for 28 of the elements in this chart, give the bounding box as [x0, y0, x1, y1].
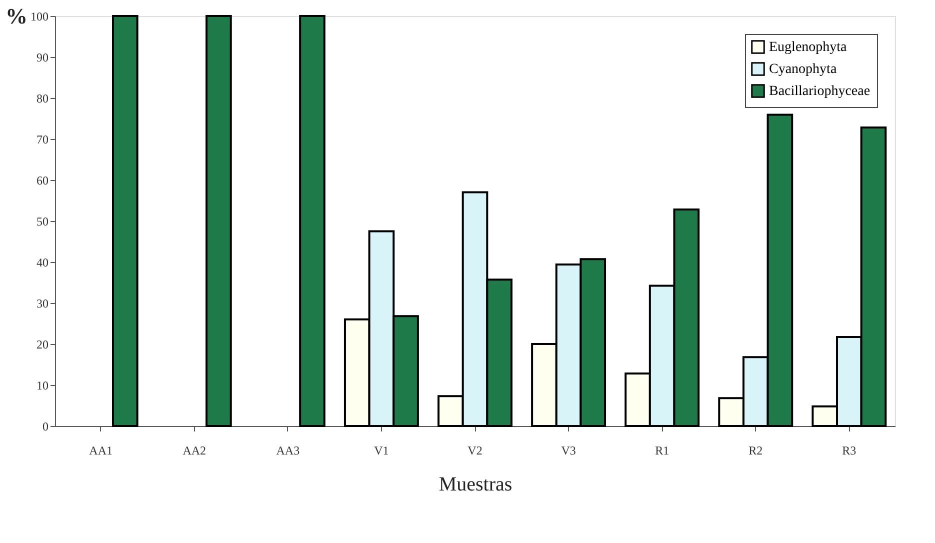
y-tick-label: 80	[36, 92, 48, 106]
x-tick-label: AA2	[182, 444, 206, 458]
legend-label: Bacillariophyceae	[769, 84, 870, 99]
x-tick-label: AA1	[89, 444, 113, 458]
legend-label: Cyanophyta	[769, 62, 838, 77]
legend-label: Euglenophyta	[769, 40, 848, 55]
y-tick-label: 10	[36, 378, 48, 392]
y-tick-label: 100	[30, 10, 48, 24]
x-tick-label: R2	[748, 444, 763, 458]
x-tick-label: R1	[655, 444, 670, 458]
bar	[112, 15, 138, 427]
y-tick-label: 70	[36, 132, 48, 146]
bar	[299, 15, 326, 427]
y-tick-label: 20	[36, 338, 48, 352]
x-tick-label: AA3	[276, 444, 300, 458]
x-tick-label: R3	[842, 444, 856, 458]
x-tick-label: V3	[561, 444, 576, 458]
x-tick-label: V2	[468, 444, 482, 458]
y-tick-label: 30	[36, 296, 48, 310]
x-axis-title: Muestras	[438, 474, 512, 496]
y-tick-label: 40	[36, 256, 48, 270]
x-tick-label: V1	[374, 444, 389, 458]
bar	[206, 15, 232, 427]
y-tick-label: 50	[36, 214, 48, 228]
y-axis-title: %	[6, 4, 28, 28]
y-tick-label: 60	[36, 174, 48, 188]
y-tick-label: 90	[36, 50, 48, 64]
y-tick-label: 0	[42, 420, 48, 434]
